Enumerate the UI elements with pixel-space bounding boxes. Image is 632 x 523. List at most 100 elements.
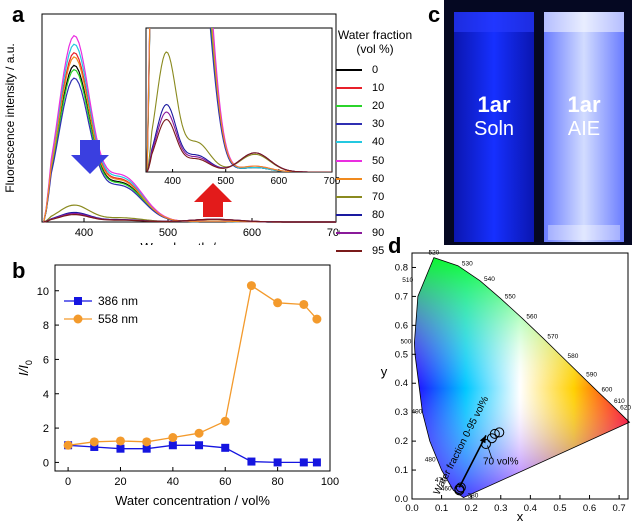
legend-item-20: 20 [336,97,384,115]
inset-curves [146,28,332,172]
legend-item-80: 80 [336,206,384,224]
curve-a-95 [43,214,336,223]
point-558nm [115,436,125,446]
y-tick-label-b: 0 [43,457,49,469]
legend-label: 80 [372,208,385,221]
legend-label: 60 [372,172,385,185]
inset-x-tick-label: 500 [217,176,234,187]
y-tick-label-d: 0.0 [395,494,408,505]
plot-frame-d [411,252,629,500]
blue-arrow-icon [71,140,109,174]
vial-right-label: 1ar AIE [567,92,601,140]
cie-point [454,483,465,494]
wavelength-label: 500 [401,338,412,345]
chart-b-intensity-ratio: 0 20 40 60 80 100 0 2 4 6 8 10 Water concentration /… [16,264,339,508]
legend-label: 95 [372,245,385,257]
panel-label-c: c [428,2,441,27]
y-tick-label-d: 0.6 [395,320,408,331]
y-tick-label-b: 2 [43,423,49,435]
point-386nm [273,458,282,467]
point-558nm [273,298,283,308]
wavelength-label: 560 [526,313,537,320]
legend-item-10: 10 [336,79,384,97]
legend-swatch [336,69,362,71]
x-tick-label-d: 0.3 [494,503,507,514]
legend-label: 0 [372,64,379,76]
point-386nm [312,458,321,467]
x-tick-label-b: 0 [65,476,71,488]
legend-label: 90 [372,226,385,239]
y-tick-label-b: 6 [43,354,49,366]
panel-label-d: d [388,233,402,258]
legend-label: 30 [372,118,385,131]
legend-swatch [336,250,362,252]
legend-swatch [336,105,362,108]
legend-label: 40 [372,136,385,149]
x-tick-label-b: 20 [114,476,126,488]
x-tick-label-b: 100 [321,476,339,488]
legend-b-label: 558 nm [98,312,138,326]
x-tick-label-d: 0.1 [435,503,448,514]
legend-label: 20 [372,100,385,113]
wavelength-label: 380 [467,493,478,500]
legend-b-marker [73,314,83,324]
legend-label: 70 [372,190,385,203]
legend-item-0: 0 [336,61,378,79]
legend-item-70: 70 [336,188,384,206]
inset-frame [145,27,333,173]
x-tick-label-d: 0.2 [465,503,478,514]
point-558nm [220,416,230,426]
point-558nm [194,428,204,438]
point-558nm [299,299,309,309]
plot-frame-b [54,264,331,472]
cie-point [494,427,505,438]
y-tick-label-d: 0.1 [395,465,408,476]
y-axis-label-b: I/I0 [16,360,34,376]
legend-title: Water fraction (vol %) [337,28,413,56]
legend-label: 10 [372,82,385,95]
x-tick-label-d: 0.0 [405,503,418,514]
y-axis-label-a: Fluorescence intensity / a.u. [3,43,17,192]
wavelength-label: 620 [620,404,631,411]
point-386nm [116,444,125,453]
wavelength-label: 570 [547,333,558,340]
point-386nm [168,441,177,450]
x-tick-label-a: 700 [327,227,340,239]
wavelength-label: 460 [441,485,452,492]
legend-swatch [336,195,362,198]
point-558nm [312,314,322,324]
y-tick-label-d: 0.3 [395,407,408,418]
legend-swatch [336,123,362,126]
x-axis-label-b: Water concentration / vol% [115,493,270,508]
cie-point [455,482,466,493]
wavelength-label: 610 [614,398,625,405]
arrow-head-icon [479,435,486,444]
legend-b-marker [74,297,82,305]
inset-curve-95 [146,118,332,172]
inset-x-tick-label: 600 [271,176,288,187]
y-tick-label-d: 0.8 [395,262,408,273]
legend-swatch [336,231,362,234]
point-558nm [246,281,256,291]
x-tick-label-d: 0.7 [613,503,626,514]
x-tick-label-a: 400 [75,227,93,239]
legend-item-30: 30 [336,115,384,133]
point-558nm [89,437,99,447]
red-arrow-icon [194,183,232,217]
wavelength-label: 520 [428,250,439,257]
x-tick-label-b: 40 [167,476,179,488]
wavelength-label: 480 [425,456,436,463]
wavelength-label: 600 [602,386,613,393]
wavelength-label: 470 [435,477,446,484]
x-tick-label-b: 80 [271,476,283,488]
x-tick-label-d: 0.4 [524,503,537,514]
legend-item-50: 50 [336,152,384,170]
chart-a-fluorescence: 400 500 600 700 Wavelength / nm Fluorescence … [3,13,340,245]
legend-label: 50 [372,154,385,167]
legend-swatch [336,177,362,180]
cie-locus [413,257,631,499]
cie-point [480,439,491,450]
x-tick-label-b: 60 [219,476,231,488]
inset-x-tick-label: 400 [164,176,181,187]
wavelength-label: 550 [505,294,516,301]
